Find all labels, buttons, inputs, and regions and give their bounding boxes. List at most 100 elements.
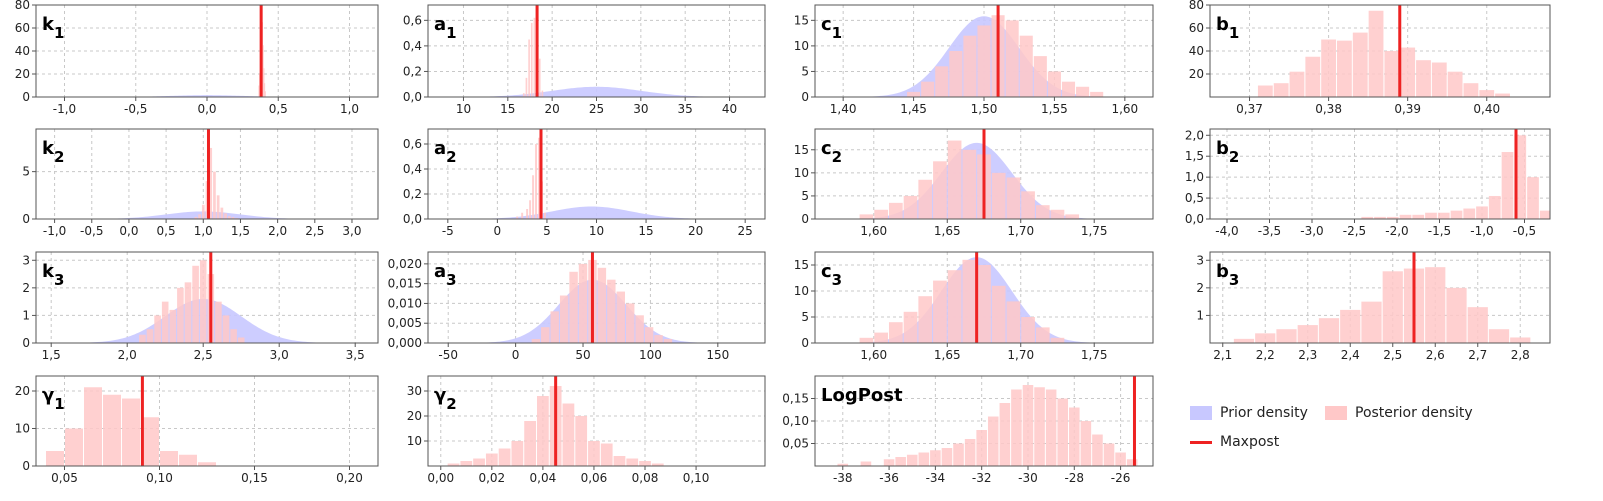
posterior-bar-logpost-14 [1022,385,1034,466]
posterior-bar-gamma2-9 [562,403,575,466]
chart-k2: -1,0 -0,5 0,0 0,5 1,0 1,5 2,0 2,5 3,0 0 5 k2 [22,128,379,238]
x-tick-label: 2,2 [1256,348,1275,362]
posterior-bar-a2-3 [529,200,532,219]
posterior-bar-gamma2-6 [524,421,537,466]
x-tick-label: 1,45 [900,102,927,116]
chart-b3: 2,1 2,2 2,3 2,4 2,5 2,6 2,7 2,8 1 2 3 b3 [1196,251,1551,362]
posterior-bar-c1-12 [1076,86,1090,97]
posterior-bar-a2-4 [532,175,535,219]
posterior-bar-k3-7 [192,265,199,343]
x-tick-label: 0,5 [157,224,176,238]
y-tick-label: 20 [1189,67,1204,81]
posterior-bar-logpost-22 [1115,452,1126,466]
posterior-bar-b2-5 [1425,212,1437,219]
chart-b2: -4,0 -3,5 -3,0 -2,5 -2,0 -1,5 -1,0 -0,5 0,0 0,5 1,… [1185,128,1551,238]
plot-frame [1209,128,1551,220]
prior-density-a2 [428,206,765,219]
posterior-bar-c1-5 [977,25,991,97]
x-tick-label: 0,15 [241,471,268,485]
posterior-bar-k2-9 [227,216,231,219]
posterior-bar-b1-9 [1400,47,1416,97]
posterior-bar-k1-7 [263,68,265,97]
legend-item-maxpost: Maxpost [1190,434,1279,450]
plot-area [815,5,1153,97]
posterior-bar-a2-1 [521,212,524,219]
x-tick-label: 10 [456,102,471,116]
posterior-bar-logpost-19 [1080,421,1092,466]
x-tick-label: 2,0 [118,348,137,362]
posterior-bar-gamma1-5 [141,417,159,466]
y-tick-label: 5 [801,64,809,78]
x-tick-label: 40 [722,102,737,116]
legend: Prior density Posterior density Maxpost [1190,405,1590,455]
posterior-bar-b3-0 [1233,338,1255,343]
plot-area [815,252,1153,343]
posterior-bar-k3-8 [199,260,207,343]
y-tick-label: 0,15 [782,392,809,406]
y-tick-label: 0 [22,336,30,350]
y-tick-label: 2 [22,281,30,295]
x-tick-label: 1,55 [1041,102,1068,116]
posterior-bar-c1-9 [1033,56,1047,97]
posterior-bar-b3-2 [1276,329,1297,343]
posterior-bar-c3-1 [874,332,888,343]
plot-area [428,5,765,97]
plot-area [46,376,216,466]
posterior-bar-a2-0 [516,216,519,219]
posterior-bar-b3-11 [1467,307,1488,343]
x-tick-label: 0,0 [119,224,138,238]
posterior-bar-k2-10 [231,217,235,219]
y-tick-label: 10 [794,166,809,180]
legend-label-maxpost: Maxpost [1220,434,1280,450]
chart-k3: 1,5 2,0 2,5 3,0 3,5 0 1 2 3 k3 [22,251,379,362]
posterior-bar-c3-5 [933,280,947,343]
posterior-bar-c1-2 [935,66,949,97]
y-tick-label: 0,4 [403,39,422,53]
panel-label-a3: a3 [434,261,457,289]
posterior-bar-c2-6 [947,140,962,219]
posterior-bar-b1-15 [1495,93,1510,97]
posterior-bar-gamma1-8 [198,462,216,466]
y-tick-label: 0 [801,212,809,226]
posterior-bar-b1-11 [1431,62,1447,97]
x-tick-label: -38 [833,471,853,485]
posterior-bar-k3-5 [177,287,184,343]
x-tick-label: -2,5 [1343,224,1366,238]
y-tick-label: 1 [1196,308,1204,322]
posterior-bar-logpost-6 [930,450,941,466]
x-tick-label: 0,08 [632,471,659,485]
posterior-bar-k3-10 [215,301,222,343]
posterior-bar-logpost-10 [976,430,987,466]
legend-label-prior: Prior density [1220,405,1308,421]
posterior-bar-k1-9 [264,91,266,97]
x-tick-label: 20 [688,224,703,238]
posterior-bar-c3-12 [1035,327,1050,343]
posterior-bar-a3-10 [625,303,635,343]
posterior-bar-b2-1 [1374,216,1386,219]
posterior-bar-a3-1 [541,327,550,343]
posterior-bar-c2-12 [1035,205,1050,219]
posterior-bar-c1-1 [921,81,935,97]
x-tick-label: 1,65 [934,224,961,238]
y-tick-label: 10 [794,39,809,53]
posterior-bar-k3-13 [237,337,245,343]
prior-density-a1 [428,86,765,97]
posterior-bar-b1-3 [1305,56,1321,97]
posterior-bar-k2-5 [213,171,216,219]
y-tick-label: 0,0 [403,90,422,104]
x-tick-label: 25 [738,224,753,238]
posterior-bar-logpost-20 [1092,434,1103,466]
posterior-bar-a3-8 [607,279,616,343]
posterior-bar-b2-13 [1527,177,1539,219]
posterior-bar-c2-0 [859,214,874,219]
posterior-bar-a1-0 [522,93,525,97]
posterior-bar-c2-14 [1065,214,1080,219]
x-tick-label: 0 [494,224,502,238]
posterior-bar-c3-4 [918,296,933,343]
y-tick-label: 0 [801,90,809,104]
posterior-bar-k1-6 [262,45,264,97]
posterior-bar-b3-10 [1446,287,1467,343]
posterior-bar-a3-4 [569,271,578,343]
posterior-bar-a2-5 [535,144,538,219]
